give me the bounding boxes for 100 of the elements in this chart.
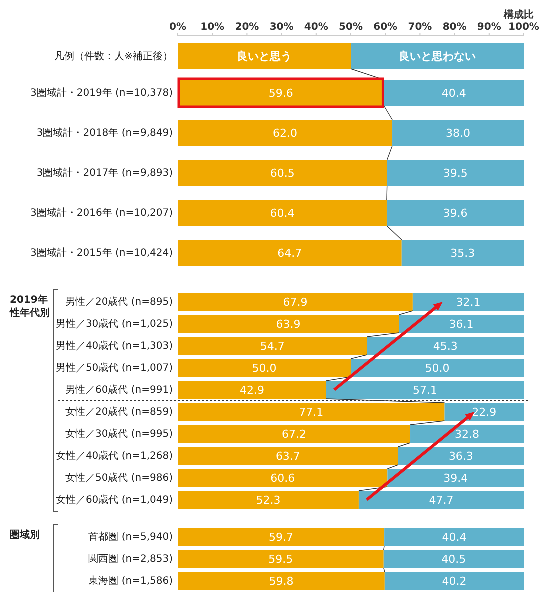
data-label: 60.4 [270,206,295,220]
data-label: 59.8 [269,574,294,588]
bar [392,120,524,146]
data-label: 59.7 [269,530,294,544]
y-tick-label: 男性／50歳代 (n=1,007) [56,362,174,374]
y-tick-label: 女性／30歳代 (n=995) [65,428,174,440]
data-label: 54.7 [260,340,285,353]
bar [178,425,411,443]
bar [178,403,445,421]
bar [351,359,524,377]
y-tick-label: 男性／30歳代 (n=1,025) [56,318,174,330]
data-label: 59.6 [268,86,294,100]
data-label: 45.3 [433,340,458,353]
y-tick-label: 3圏域計・2016年 (n=10,207) [30,207,174,220]
bar [178,240,402,266]
bar [178,469,388,487]
bar [178,528,385,546]
bar [402,240,524,266]
data-label: 60.5 [270,166,295,180]
x-tick-label: 0% [170,22,186,33]
bar [178,160,388,186]
y-tick-label: 3圏域計・2015年 (n=10,424) [30,247,174,260]
data-label: 36.3 [448,450,474,463]
y-tick-label: 男性／60歳代 (n=991) [65,384,174,396]
x-tick-label: 10% [200,22,225,33]
bar [384,528,524,546]
bar [444,403,524,421]
data-label: 39.4 [444,472,468,485]
x-tick-label: 20% [235,22,260,33]
bar [399,315,524,333]
x-tick-label: 40% [304,22,328,33]
data-label: 67.2 [282,428,307,441]
bar [178,337,368,355]
data-label: 67.9 [283,296,308,309]
bar [178,293,413,311]
bar [178,491,359,509]
bar [358,491,524,509]
data-label: 77.1 [299,406,324,419]
bar [384,80,524,106]
y-tick-label: 女性／40歳代 (n=1,268) [56,450,174,462]
data-label: 38.0 [446,126,471,140]
data-label: 59.5 [268,552,294,566]
x-tick-label: 60% [374,22,398,33]
bar [367,337,524,355]
x-tick-label: 70% [408,22,432,33]
x-tick-label: 30% [270,22,294,33]
legend: 凡例（件数：人※補正後） 良いと思う 良いと思わない [54,43,524,69]
series-label: 良いと思わない [399,50,476,63]
bar [412,293,524,311]
bar [410,425,524,443]
data-label: 40.2 [442,574,467,588]
data-label: 63.7 [276,450,300,463]
y-tick-label: 首都圏 (n=5,940) [88,531,174,544]
x-tick-label: 50% [339,22,363,33]
x-axis-title: 構成比 [503,9,534,21]
data-label: 50.0 [425,362,450,375]
data-label: 63.9 [276,318,301,331]
y-tick-label: 女性／50歳代 (n=986) [65,472,174,484]
bar [326,381,524,399]
y-tick-label: 女性／20歳代 (n=859) [65,406,174,418]
bar [178,550,384,568]
legend-title: 凡例（件数：人※補正後） [54,50,173,62]
bar [178,120,393,146]
data-label: 40.4 [442,86,466,100]
bar [178,381,326,399]
data-label: 64.7 [278,246,302,260]
y-tick-label: 女性／60歳代 (n=1,049) [56,494,174,506]
bar [384,572,524,590]
data-label: 39.6 [443,206,468,220]
data-label: 35.3 [450,246,476,260]
y-tick-label: 3圏域計・2019年 (n=10,378) [30,87,174,100]
series-label: 良いと思う [237,50,292,63]
bar [388,469,524,487]
bar [178,359,351,377]
y-tick-label: 関西圏 (n=2,853) [88,554,174,566]
data-label: 50.0 [252,362,277,375]
y-tick-label: 男性／20歳代 (n=895) [65,296,174,308]
data-label: 36.1 [449,318,474,331]
data-label: 57.1 [412,384,438,397]
data-label: 32.8 [455,428,480,441]
text: 2019年性年代別 [9,294,50,319]
bar [386,200,524,226]
data-label: 39.5 [443,166,468,180]
text: 圏域別 [10,529,40,541]
data-label: 22.9 [472,406,497,419]
bar [178,200,387,226]
data-label: 60.6 [270,472,296,485]
x-tick-label: 80% [442,22,467,33]
x-tick-label: 90% [477,22,502,33]
data-label: 32.1 [456,296,481,309]
y-tick-label: 東海圏 (n=1,586) [88,575,174,588]
data-label: 40.4 [442,530,467,544]
bar [387,160,524,186]
data-label: 62.0 [273,126,298,140]
y-tick-label: 男性／40歳代 (n=1,303) [56,340,174,352]
bar [398,447,524,465]
data-label: 40.5 [442,552,466,566]
data-label: 47.7 [429,494,454,507]
y-tick-label: 3圏域計・2017年 (n=9,893) [36,167,174,180]
bar [384,550,524,568]
